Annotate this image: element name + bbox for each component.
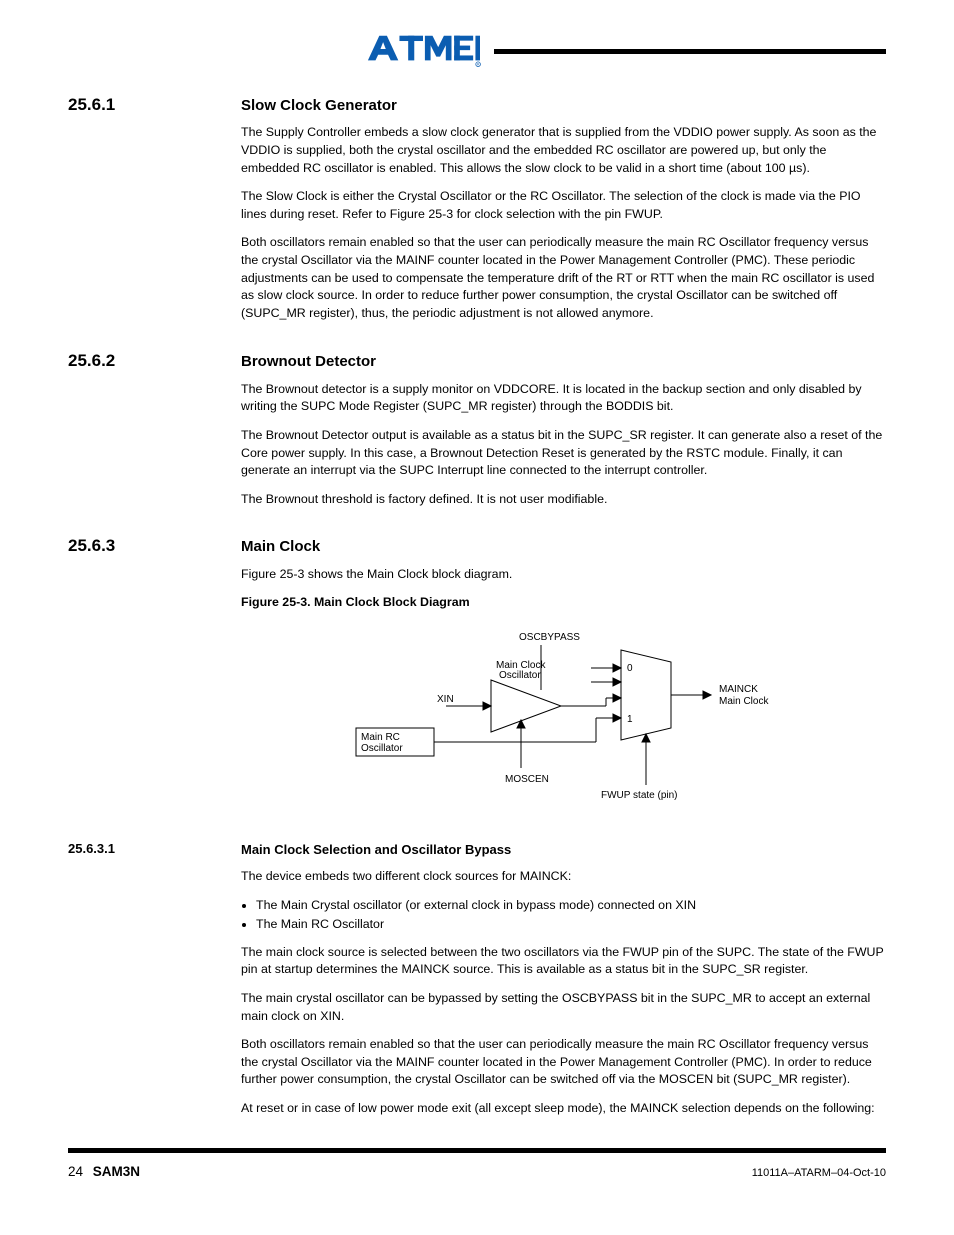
page-header: R — [68, 30, 886, 73]
doc-name: SAM3N — [93, 1164, 140, 1179]
header-rule — [494, 49, 886, 54]
section-number: 25.6.3 — [68, 536, 241, 835]
svg-text:1: 1 — [627, 714, 633, 725]
bullet-list: The Main Crystal oscillator (or external… — [256, 897, 886, 934]
page-number: 24 — [68, 1164, 83, 1179]
moscen-label: MOSCEN — [505, 774, 549, 785]
para: The Supply Controller embeds a slow cloc… — [241, 124, 886, 177]
para: Figure 25-3 shows the Main Clock block d… — [241, 566, 886, 584]
section-title: Slow Clock Generator — [241, 95, 886, 116]
footer-left: 24 SAM3N — [68, 1164, 140, 1179]
doc-number: 11011A–ATARM–04-Oct-10 — [752, 1164, 886, 1179]
para: The device embeds two different clock so… — [241, 868, 886, 886]
section-title: Brownout Detector — [241, 351, 886, 372]
section-25-6-2: 25.6.2 Brownout Detector The Brownout de… — [68, 351, 886, 518]
section-25-6-1: 25.6.1 Slow Clock Generator The Supply C… — [68, 95, 886, 333]
section-title: Main Clock Selection and Oscillator Bypa… — [241, 841, 886, 859]
para: The Brownout threshold is factory define… — [241, 491, 886, 509]
para: The Slow Clock is either the Crystal Osc… — [241, 188, 886, 223]
secnum: 25.6.1 — [68, 95, 115, 115]
section-body: Main Clock Selection and Oscillator Bypa… — [241, 841, 886, 1128]
footer-rule — [68, 1148, 886, 1153]
section-body: Brownout Detector The Brownout detector … — [241, 351, 886, 518]
secnum: 25.6.3.1 — [68, 841, 115, 856]
list-item: The Main RC Oscillator — [256, 916, 886, 934]
para: At reset or in case of low power mode ex… — [241, 1100, 886, 1118]
fwup-label: FWUP state (pin) — [601, 790, 678, 801]
section-number: 25.6.3.1 — [68, 841, 241, 1128]
mainck-label: MAINCK — [719, 684, 758, 695]
section-number: 25.6.1 — [68, 95, 241, 333]
figure-diagram: 0 1 OSCBYPASS MOSCEN XIN FWUP state (pin… — [241, 620, 886, 836]
section-body: Main Clock Figure 25-3 shows the Main Cl… — [241, 536, 886, 835]
section-number: 25.6.2 — [68, 351, 241, 518]
mainck-sublabel: Main Clock — [719, 696, 769, 707]
para: The main clock source is selected betwee… — [241, 944, 886, 979]
figure-title: Figure 25-3. Main Clock Block Diagram — [241, 594, 886, 612]
para: Both oscillators remain enabled so that … — [241, 1036, 886, 1089]
section-25-6-3-1: 25.6.3.1 Main Clock Selection and Oscill… — [68, 841, 886, 1128]
section-body: Slow Clock Generator The Supply Controll… — [241, 95, 886, 333]
xin-label: XIN — [437, 694, 454, 705]
para: Both oscillators remain enabled so that … — [241, 234, 886, 322]
oscbypass-label: OSCBYPASS — [519, 632, 580, 643]
atmel-logo: R — [364, 30, 482, 73]
para: The Brownout Detector output is availabl… — [241, 427, 886, 480]
rc-label-2: Oscillator — [361, 743, 403, 754]
svg-text:0: 0 — [627, 663, 633, 674]
list-item: The Main Crystal oscillator (or external… — [256, 897, 886, 915]
para: The Brownout detector is a supply monito… — [241, 381, 886, 416]
para: The main crystal oscillator can be bypas… — [241, 990, 886, 1025]
secnum: 25.6.2 — [68, 351, 115, 371]
footer: 24 SAM3N 11011A–ATARM–04-Oct-10 — [68, 1164, 886, 1179]
rc-label-1: Main RC — [361, 732, 400, 743]
section-title: Main Clock — [241, 536, 886, 557]
amp-label-2: Oscillator — [499, 670, 541, 681]
section-25-6-3: 25.6.3 Main Clock Figure 25-3 shows the … — [68, 536, 886, 835]
secnum: 25.6.3 — [68, 536, 115, 556]
logo-wrap: R — [68, 30, 488, 73]
